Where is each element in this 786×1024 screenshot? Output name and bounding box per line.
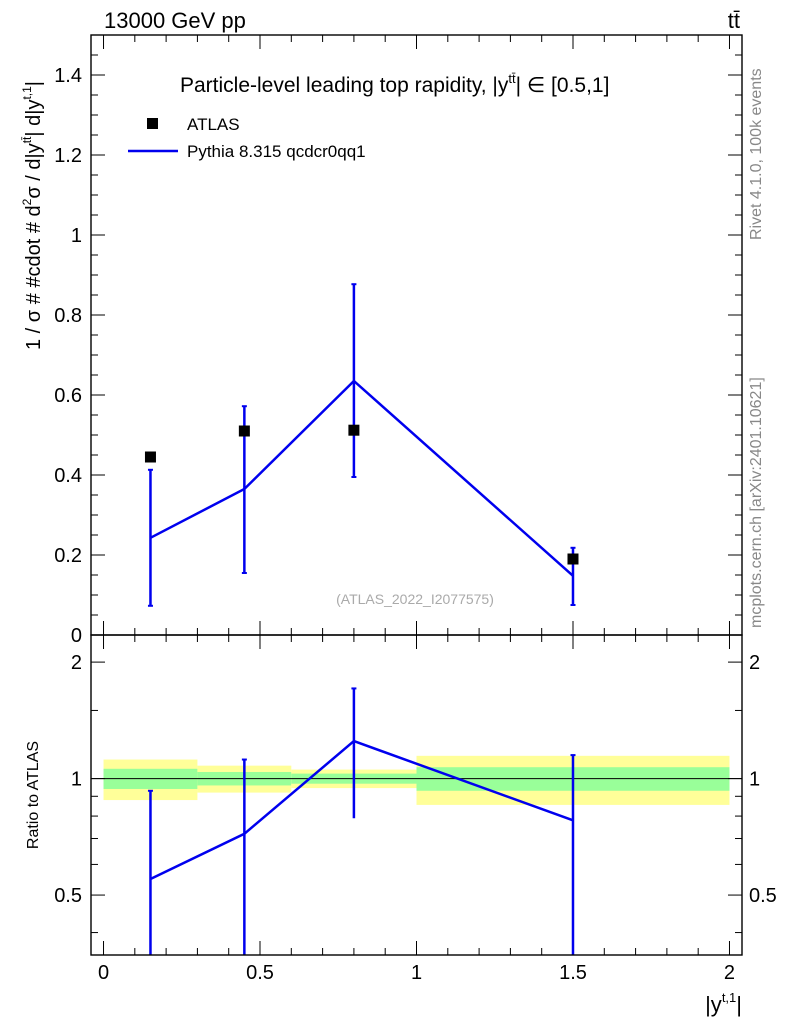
main-ticks [91,34,742,636]
main-ytick-label: 0.4 [54,465,82,487]
prediction-line [149,379,574,577]
atlas-data-point [238,425,250,437]
legend-atlas-label: ATLAS [187,115,240,134]
mcplots-label: mcplots.cern.ch [arXiv:2401.10621] [748,377,765,628]
ratio-line [149,739,574,881]
ratio-ytick-labels: 0.5 0.5 1 1 2 2 [54,652,777,907]
ratio-xtick-label: 1 [411,962,422,984]
xlabel-sup: t,1 [722,990,736,1005]
xlabel: |yt,1| [705,990,742,1017]
ylabel-sup-2: 2 [20,198,34,205]
atlas-data-point [567,553,579,565]
legend-pythia-label: Pythia 8.315 qcdcr0qq1 [187,142,366,161]
ylabel-sup-tt: tt̄ [20,136,34,143]
prediction-errorbars [147,283,576,607]
rivet-label: Rivet 4.1.0, 100k events [748,68,765,240]
legend: ATLAS Pythia 8.315 qcdcr0qq1 [128,115,366,161]
ratio-xtick-label: 1.5 [559,962,587,984]
energy-label: 13000 GeV pp [104,8,246,33]
ratio-xtick-label: 2 [724,962,735,984]
atlas-data-point [144,451,156,463]
main-ytick-label: 1.2 [54,145,82,167]
ratio-xtick-labels: 0 0.5 1 1.5 2 [98,962,735,984]
ratio-ytick-label: 2 [71,652,82,674]
ylabel-part-b: σ / d|y [23,143,45,198]
ylabel-part-c: | d|y [23,100,45,137]
ratio-panel-frame [90,634,743,956]
ratio-ylabel: Ratio to ATLAS [25,741,42,849]
chart-title-sup: tt̄ [508,71,516,86]
ylabel-part-a: 1 / σ # #cdot # d [23,205,45,350]
ylabel-sup-t1: t,1 [20,86,34,100]
xlabel-base: |y [705,992,722,1017]
xlabel-close: | [736,992,742,1017]
ratio-ytick-label: 0.5 [54,885,82,907]
prediction-series-line [149,379,574,577]
ratio-ticks [91,635,742,955]
ylabel-part-d: | [23,81,45,86]
main-ylabel: 1 / σ # #cdot # d2σ / d|ytt̄| d|yt,1| [20,81,45,350]
main-ytick-label: 0 [71,625,82,647]
main-ytick-label: 0.2 [54,545,82,567]
ratio-xtick-label: 0.5 [246,962,274,984]
main-panel: 0 0.2 0.4 0.6 0.8 1 1.2 1.4 Particle-level lead… [20,34,743,647]
main-ytick-label: 0.6 [54,385,82,407]
chart-title-suffix: | ∈ [0.5,1] [516,74,610,97]
ratio-series-line [149,739,574,881]
atlas-data-point [348,424,360,436]
legend-atlas-marker [147,118,158,129]
ratio-panel: 0.5 0.5 1 1 2 2 0 0.5 1 1.5 2 Ratio to ATLAS |yt,… [25,634,777,1017]
process-label: tt̄ [728,8,740,33]
ratio-ytick-label-right: 2 [749,652,760,674]
atlas-points [144,424,579,565]
chart-title-prefix: Particle-level leading top rapidity, |y [180,74,509,97]
ratio-ytick-label: 1 [71,769,82,791]
ratio-ytick-label-right: 1 [749,769,760,791]
analysis-watermark: (ATLAS_2022_I2077575) [336,591,494,607]
main-ytick-label: 1.4 [54,65,82,87]
ratio-errorbars [147,687,576,955]
main-ytick-label: 1 [71,225,82,247]
ratio-ytick-label-right: 0.5 [749,885,777,907]
ratio-xtick-label: 0 [98,962,109,984]
main-ytick-label: 0.8 [54,305,82,327]
chart-title: Particle-level leading top rapidity, |yt… [180,71,609,97]
main-ytick-labels: 0 0.2 0.4 0.6 0.8 1 1.2 1.4 [54,65,82,647]
